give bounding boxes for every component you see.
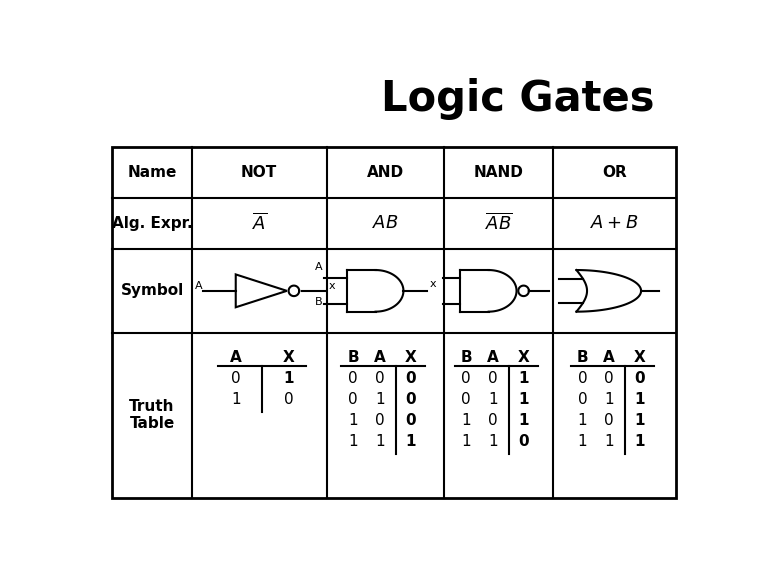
Text: 1: 1: [349, 413, 358, 427]
Text: 0: 0: [462, 391, 471, 407]
Text: 1: 1: [518, 391, 528, 407]
Text: NOT: NOT: [241, 165, 277, 180]
Text: 1: 1: [349, 434, 358, 448]
Text: 0: 0: [604, 370, 613, 386]
Text: $AB$: $AB$: [372, 215, 399, 232]
Text: 0: 0: [405, 413, 415, 427]
Text: 0: 0: [634, 370, 644, 386]
Text: 0: 0: [405, 391, 415, 407]
Text: $\overline{A}$: $\overline{A}$: [252, 213, 267, 234]
Text: B: B: [315, 296, 323, 307]
Text: AND: AND: [367, 165, 404, 180]
Text: Alg. Expr.: Alg. Expr.: [111, 216, 193, 231]
Text: 1: 1: [634, 413, 644, 427]
Text: X: X: [634, 349, 645, 365]
Text: 1: 1: [634, 391, 644, 407]
Text: 0: 0: [578, 391, 587, 407]
Text: $\overline{AB}$: $\overline{AB}$: [485, 213, 512, 234]
Text: 0: 0: [349, 370, 358, 386]
Text: A: A: [374, 349, 386, 365]
Text: X: X: [283, 349, 295, 365]
Text: Symbol: Symbol: [121, 283, 183, 298]
Text: 1: 1: [488, 391, 497, 407]
Text: A: A: [230, 349, 242, 365]
Text: A: A: [487, 349, 499, 365]
Text: X: X: [404, 349, 416, 365]
Text: 0: 0: [283, 391, 293, 407]
Text: 1: 1: [462, 413, 471, 427]
Text: A: A: [603, 349, 615, 365]
Text: 0: 0: [488, 370, 497, 386]
Text: NAND: NAND: [474, 165, 524, 180]
Text: Truth
Table: Truth Table: [130, 399, 175, 431]
Text: 0: 0: [231, 370, 240, 386]
Text: Logic Gates: Logic Gates: [381, 78, 654, 120]
Text: Name: Name: [127, 165, 177, 180]
Text: 1: 1: [634, 434, 644, 448]
Text: 0: 0: [604, 413, 613, 427]
Text: 0: 0: [405, 370, 415, 386]
Text: 1: 1: [231, 391, 240, 407]
Text: 1: 1: [578, 413, 587, 427]
Text: x: x: [430, 279, 436, 289]
Text: 1: 1: [375, 434, 384, 448]
Text: 1: 1: [604, 434, 613, 448]
Text: 1: 1: [578, 434, 587, 448]
Text: 1: 1: [462, 434, 471, 448]
Text: 1: 1: [405, 434, 415, 448]
Text: B: B: [347, 349, 359, 365]
Text: B: B: [461, 349, 472, 365]
Text: 0: 0: [518, 434, 528, 448]
Text: $A + B$: $A + B$: [590, 215, 639, 232]
Text: 0: 0: [488, 413, 497, 427]
Bar: [112, 147, 676, 498]
Text: 1: 1: [518, 413, 528, 427]
Text: 1: 1: [283, 370, 294, 386]
Text: 1: 1: [604, 391, 613, 407]
Text: 1: 1: [518, 370, 528, 386]
Text: X: X: [518, 349, 529, 365]
Text: 0: 0: [375, 370, 384, 386]
Text: A: A: [315, 262, 323, 272]
Text: x: x: [328, 281, 335, 291]
Text: 1: 1: [488, 434, 497, 448]
Text: 0: 0: [375, 413, 384, 427]
Text: B: B: [577, 349, 588, 365]
Text: 0: 0: [349, 391, 358, 407]
Text: 0: 0: [578, 370, 587, 386]
Text: OR: OR: [603, 165, 627, 180]
Text: A: A: [195, 281, 202, 291]
Text: 1: 1: [375, 391, 384, 407]
Text: 0: 0: [462, 370, 471, 386]
